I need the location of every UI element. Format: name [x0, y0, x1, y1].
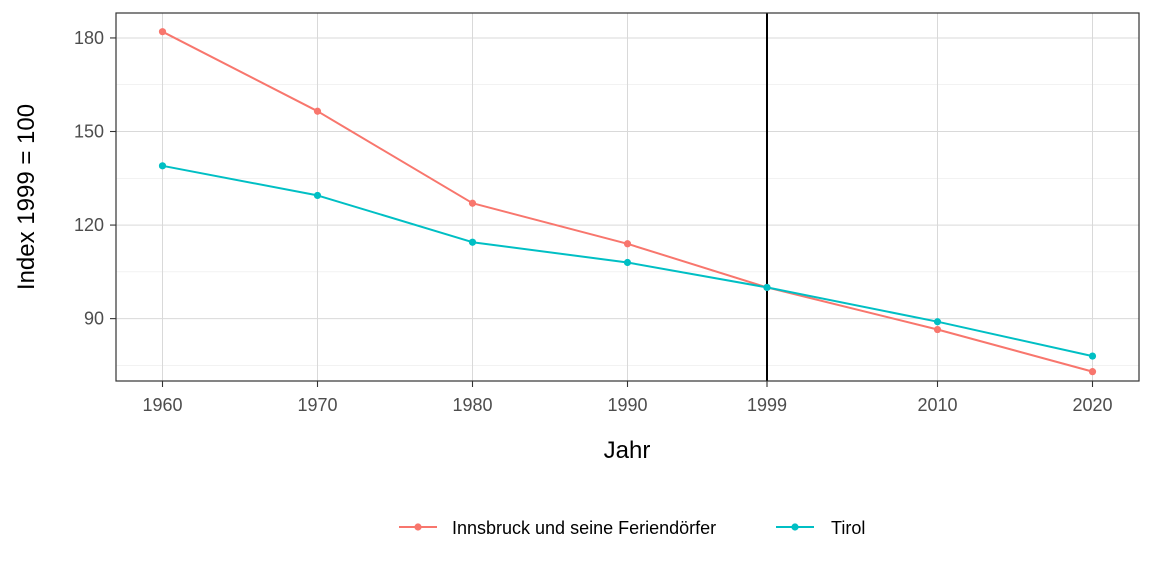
- y-tick-label: 120: [74, 215, 104, 235]
- x-tick-label: 1990: [607, 395, 647, 415]
- series-1-point: [468, 238, 477, 246]
- series-1-point: [1088, 352, 1097, 360]
- legend-label-tirol: Tirol: [831, 518, 865, 538]
- series-0-point: [313, 107, 322, 115]
- x-axis-title: Jahr: [604, 437, 651, 464]
- legend-key-point-tirol: [791, 523, 799, 531]
- x-tick-label: 1960: [142, 395, 182, 415]
- x-tick-label: 2010: [917, 395, 957, 415]
- series-0-point: [1088, 368, 1097, 376]
- y-tick-label: 90: [84, 309, 104, 329]
- series-0-point: [158, 28, 167, 36]
- legend-label-innsbruck: Innsbruck und seine Feriendörfer: [452, 518, 716, 538]
- legend-item-tirol: Tirol: [776, 518, 865, 538]
- y-tick-label: 150: [74, 122, 104, 142]
- x-tick-label: 1970: [297, 395, 337, 415]
- legend-item-innsbruck: Innsbruck und seine Feriendörfer: [399, 518, 716, 538]
- series-0-point: [933, 325, 942, 334]
- legend: Innsbruck und seine Feriendörfer Tirol: [399, 518, 865, 538]
- series-1-point: [158, 162, 167, 170]
- y-tick-label: 180: [74, 28, 104, 48]
- axis-ticks: 90 120 150 180 1960 1970 1980 1990 1999 2010 2020: [74, 28, 1113, 415]
- series-group: [158, 28, 1097, 376]
- series-0-point: [468, 199, 477, 207]
- legend-key-point-innsbruck: [414, 523, 422, 531]
- series-1-point: [623, 258, 632, 267]
- x-tick-label: 1999: [747, 395, 787, 415]
- series-0-point: [623, 240, 632, 248]
- y-axis-title: Index 1999 = 100: [13, 104, 40, 290]
- series-1-point: [933, 318, 942, 326]
- x-tick-label: 1980: [452, 395, 492, 415]
- x-tick-label: 2020: [1072, 395, 1112, 415]
- series-1-point: [313, 191, 322, 200]
- series-1-point: [763, 283, 771, 292]
